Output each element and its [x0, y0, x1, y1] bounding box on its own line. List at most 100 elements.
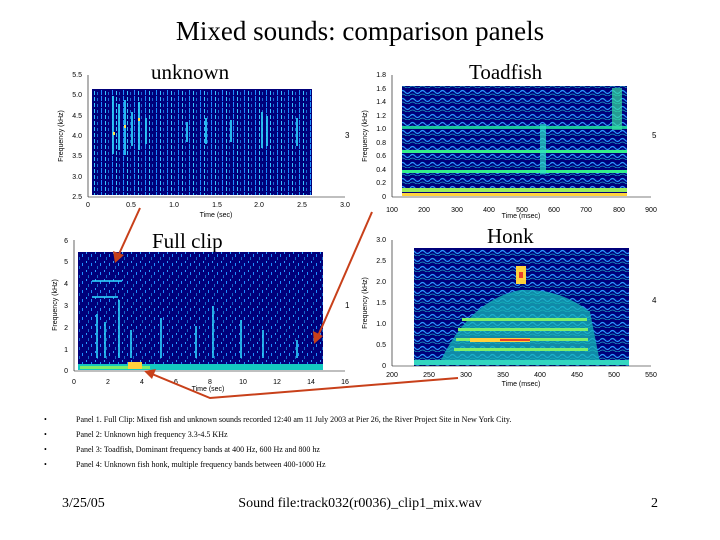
tick-label: 2.0 — [254, 202, 264, 209]
slide-title: Mixed sounds: comparison panels — [175, 16, 545, 46]
tick-label: 0.2 — [376, 180, 386, 187]
side-label: 4 — [652, 296, 657, 305]
y-axis-label: Frequency (kHz) — [52, 279, 59, 331]
tick-label: 1.6 — [376, 86, 386, 93]
tick-label: 200 — [418, 207, 430, 214]
caption-item: Panel 1. Full Clip: Mixed fish and unkno… — [44, 412, 704, 427]
tick-label: 1.4 — [376, 99, 386, 106]
arrow-unknown-to-full-clip — [113, 207, 141, 263]
tick-label: 500 — [608, 372, 620, 379]
tick-label: 6 — [174, 379, 178, 386]
x-axis-label: Time (msec) — [502, 213, 541, 220]
tick-label: 3.5 — [72, 153, 82, 160]
tick-label: 2 — [64, 325, 68, 332]
panel-title-unknown: unknown — [151, 60, 230, 84]
panel-title-full-clip: Full clip — [152, 229, 223, 253]
caption-list: Panel 1. Full Clip: Mixed fish and unkno… — [44, 412, 704, 472]
panel-title-honk: Honk — [487, 224, 534, 248]
tick-label: 1.8 — [376, 72, 386, 79]
tick-label: 0 — [72, 379, 76, 386]
tick-label: 1.2 — [376, 113, 386, 120]
chart-honk: 200 250 300 350 400 450 500 550 0 0.5 1.… — [362, 237, 657, 388]
tick-label: 1 — [64, 347, 68, 354]
arrow-honk-to-full-clip — [144, 369, 459, 400]
y-axis-label: Frequency (kHz) — [58, 110, 65, 162]
tick-label: 900 — [645, 207, 657, 214]
tick-label: 2 — [106, 379, 110, 386]
tick-label: 350 — [497, 372, 509, 379]
tick-label: 200 — [386, 372, 398, 379]
tick-label: 0.8 — [376, 140, 386, 147]
side-label: 5 — [652, 131, 657, 140]
spectrogram-toadfish — [402, 86, 627, 196]
tick-label: 14 — [307, 379, 315, 386]
tick-label: 1.0 — [169, 202, 179, 209]
tick-label: 6 — [64, 238, 68, 245]
tick-label: 100 — [386, 207, 398, 214]
tick-label: 2.5 — [376, 258, 386, 265]
x-axis-label: Time (sec) — [200, 212, 233, 219]
tick-label: 400 — [534, 372, 546, 379]
tick-label: 800 — [613, 207, 625, 214]
tick-label: 5.5 — [72, 72, 82, 79]
tick-label: 0.5 — [376, 342, 386, 349]
tick-label: 4 — [64, 281, 68, 288]
caption-item: Panel 3: Toadfish, Dominant frequency ba… — [44, 442, 704, 457]
tick-label: 300 — [451, 207, 463, 214]
tick-label: 3.0 — [340, 202, 350, 209]
side-label: 1 — [345, 301, 350, 310]
tick-label: 5 — [64, 259, 68, 266]
tick-label: 12 — [273, 379, 281, 386]
tick-label: 0 — [382, 363, 386, 370]
spectrogram-unknown — [92, 89, 312, 195]
tick-label: 4 — [140, 379, 144, 386]
tick-label: 2.5 — [72, 194, 82, 201]
tick-label: 1.0 — [376, 126, 386, 133]
tick-label: 500 — [516, 207, 528, 214]
x-axis-label: Time (sec) — [192, 386, 225, 393]
tick-label: 0 — [64, 368, 68, 375]
tick-label: 250 — [423, 372, 435, 379]
caption-item: Panel 2: Unknown high frequency 3.3-4.5 … — [44, 427, 704, 442]
tick-label: 4.0 — [72, 133, 82, 140]
chart-toadfish: 100 200 300 400 500 600 700 800 900 0 0.… — [362, 72, 657, 220]
tick-label: 0 — [86, 202, 90, 209]
tick-label: 0.6 — [376, 153, 386, 160]
tick-label: 550 — [645, 372, 657, 379]
side-label: 3 — [345, 131, 350, 140]
tick-label: 1.0 — [376, 321, 386, 328]
tick-label: 5.0 — [72, 92, 82, 99]
tick-label: 400 — [483, 207, 495, 214]
y-axis-label: Frequency (kHz) — [362, 277, 369, 329]
tick-label: 300 — [460, 372, 472, 379]
tick-label: 1.5 — [212, 202, 222, 209]
arrow-toadfish-to-full-clip — [313, 211, 373, 344]
tick-label: 3.0 — [72, 174, 82, 181]
tick-label: 3.0 — [376, 237, 386, 244]
y-axis-label: Frequency (kHz) — [362, 110, 369, 162]
tick-label: 450 — [571, 372, 583, 379]
caption-item: Panel 4: Unknown fish honk, multiple fre… — [44, 457, 704, 472]
panel-title-toadfish: Toadfish — [469, 60, 543, 84]
footer-date: 3/25/05 — [62, 496, 105, 511]
tick-label: 0.4 — [376, 167, 386, 174]
footer-sound-file: Sound file:track032(r0036)_clip1_mix.wav — [238, 496, 482, 511]
tick-label: 10 — [239, 379, 247, 386]
tick-label: 600 — [548, 207, 560, 214]
tick-label: 4.5 — [72, 113, 82, 120]
spectrogram-full-clip — [78, 252, 323, 370]
x-axis-label: Time (msec) — [502, 381, 541, 388]
tick-label: 700 — [580, 207, 592, 214]
tick-label: 0.5 — [126, 202, 136, 209]
chart-unknown: 0 0.5 1.0 1.5 2.0 2.5 3.0 2.5 3.0 3.5 4.… — [58, 72, 350, 219]
tick-label: 1.5 — [376, 300, 386, 307]
arrows — [113, 207, 459, 400]
tick-label: 16 — [341, 379, 349, 386]
chart-full-clip: 0 2 4 6 8 10 12 14 16 0 1 2 3 4 5 6 Time… — [52, 238, 350, 393]
tick-label: 8 — [208, 379, 212, 386]
footer-page-number: 2 — [651, 496, 658, 511]
tick-label: 2.5 — [297, 202, 307, 209]
tick-label: 2.0 — [376, 279, 386, 286]
tick-label: 0 — [382, 194, 386, 201]
